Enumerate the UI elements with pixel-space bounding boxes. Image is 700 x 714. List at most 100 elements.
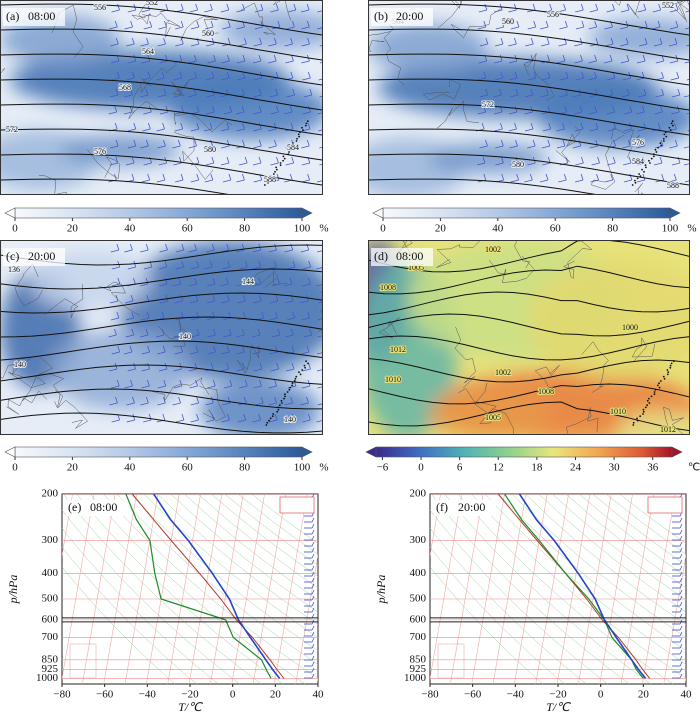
wind-barb	[542, 122, 552, 132]
wind-barb	[108, 328, 117, 338]
wind-barb	[495, 156, 504, 166]
wind-barb	[317, 335, 323, 338]
panel-label: (d)	[374, 249, 388, 263]
wind-barb	[187, 88, 197, 98]
wind-barb	[479, 37, 489, 47]
isotherm	[430, 494, 463, 681]
wind-barb	[304, 661, 315, 667]
wind-barb	[157, 88, 167, 98]
x-tick-label: −40	[139, 689, 157, 701]
wind-barb	[621, 88, 630, 98]
wind-barb	[508, 3, 517, 13]
boundary	[158, 318, 195, 348]
dry-adiabat	[184, 494, 318, 601]
coast-dot	[297, 133, 300, 136]
dry-adiabat	[498, 494, 686, 651]
wind-barb	[141, 379, 150, 389]
wind-barb	[268, 243, 277, 253]
wind-barb	[223, 379, 233, 389]
wind-barb	[304, 619, 315, 625]
wind-barb	[207, 345, 216, 355]
wind-barb	[271, 277, 281, 287]
wind-barb	[672, 553, 683, 559]
coast-dot	[669, 364, 672, 367]
wind-barb	[190, 20, 200, 30]
y-tick-label: 850	[42, 653, 59, 665]
panel-label: (c)	[6, 249, 19, 263]
coast-dot	[266, 421, 269, 424]
wind-barb	[669, 139, 678, 149]
wind-barb	[253, 139, 262, 149]
wind-barb	[236, 345, 245, 355]
x-tick-label: −60	[96, 689, 114, 701]
coast-dot	[305, 360, 307, 363]
wind-barb	[236, 173, 245, 183]
wind-barb	[142, 122, 151, 132]
y-tick-label: 500	[42, 593, 59, 605]
wind-barb	[672, 643, 683, 649]
wind-barb	[236, 277, 245, 287]
coast-dot	[293, 380, 296, 382]
wind-barb	[317, 244, 323, 253]
sounding-plot	[430, 494, 686, 684]
wind-barb	[239, 260, 248, 270]
x-tick-label: −40	[507, 689, 525, 701]
wind-barb	[126, 37, 135, 47]
wind-barb	[672, 661, 683, 667]
wind-barb	[157, 396, 166, 406]
wind-barb	[109, 396, 118, 406]
wind-barb	[672, 571, 683, 577]
wind-barb	[319, 146, 323, 149]
coast-dot	[639, 175, 642, 178]
wind-barb	[124, 88, 133, 98]
coast-dot	[632, 421, 635, 424]
isotherm	[514, 494, 548, 684]
colorbar-tick-label: 60	[182, 462, 194, 474]
wind-barb	[191, 328, 200, 338]
panel-time: 20:00	[396, 9, 423, 23]
contour-line	[0, 3, 323, 36]
boundary	[273, 0, 292, 21]
wind-barb	[671, 105, 680, 115]
wind-barb	[252, 54, 262, 64]
wind-barb	[672, 529, 683, 535]
contour-line	[0, 292, 323, 314]
temperature-curve	[518, 494, 647, 679]
wind-barb	[284, 396, 294, 406]
wind-barb	[270, 362, 280, 372]
wind-barb	[190, 122, 200, 132]
coast-dot	[267, 181, 269, 184]
coast-dot	[648, 159, 650, 162]
colorbar-tick-label: 80	[239, 462, 251, 474]
coast-dot	[294, 377, 297, 380]
parcel-curve	[131, 494, 285, 679]
wind-barb	[175, 20, 184, 30]
boundary	[368, 31, 391, 52]
wind-barb	[672, 673, 683, 679]
coast-dot	[652, 155, 655, 158]
wind-barb	[206, 243, 215, 253]
y-tick-label: 600	[410, 613, 427, 625]
contour-label: 572	[482, 100, 494, 109]
wind-barb	[287, 3, 297, 13]
boundary	[436, 240, 481, 268]
boundary	[479, 408, 514, 435]
coast-dot	[302, 129, 304, 131]
wind-barb	[622, 156, 632, 166]
wind-barb	[205, 396, 214, 406]
wind-barb	[575, 20, 585, 30]
wind-barb	[509, 139, 518, 149]
wind-barb	[672, 631, 683, 637]
wind-barb	[672, 565, 683, 571]
coast-dot	[654, 148, 657, 151]
wind-barb	[190, 37, 200, 47]
isotherm	[316, 676, 318, 684]
contour-label: 556	[94, 3, 106, 12]
wind-barb	[172, 139, 181, 149]
wind-barb	[317, 403, 323, 406]
boundary	[581, 341, 609, 393]
boundary	[38, 175, 67, 195]
isotherm	[146, 494, 180, 684]
dry-adiabat	[525, 494, 686, 625]
coast-dot	[306, 120, 309, 123]
